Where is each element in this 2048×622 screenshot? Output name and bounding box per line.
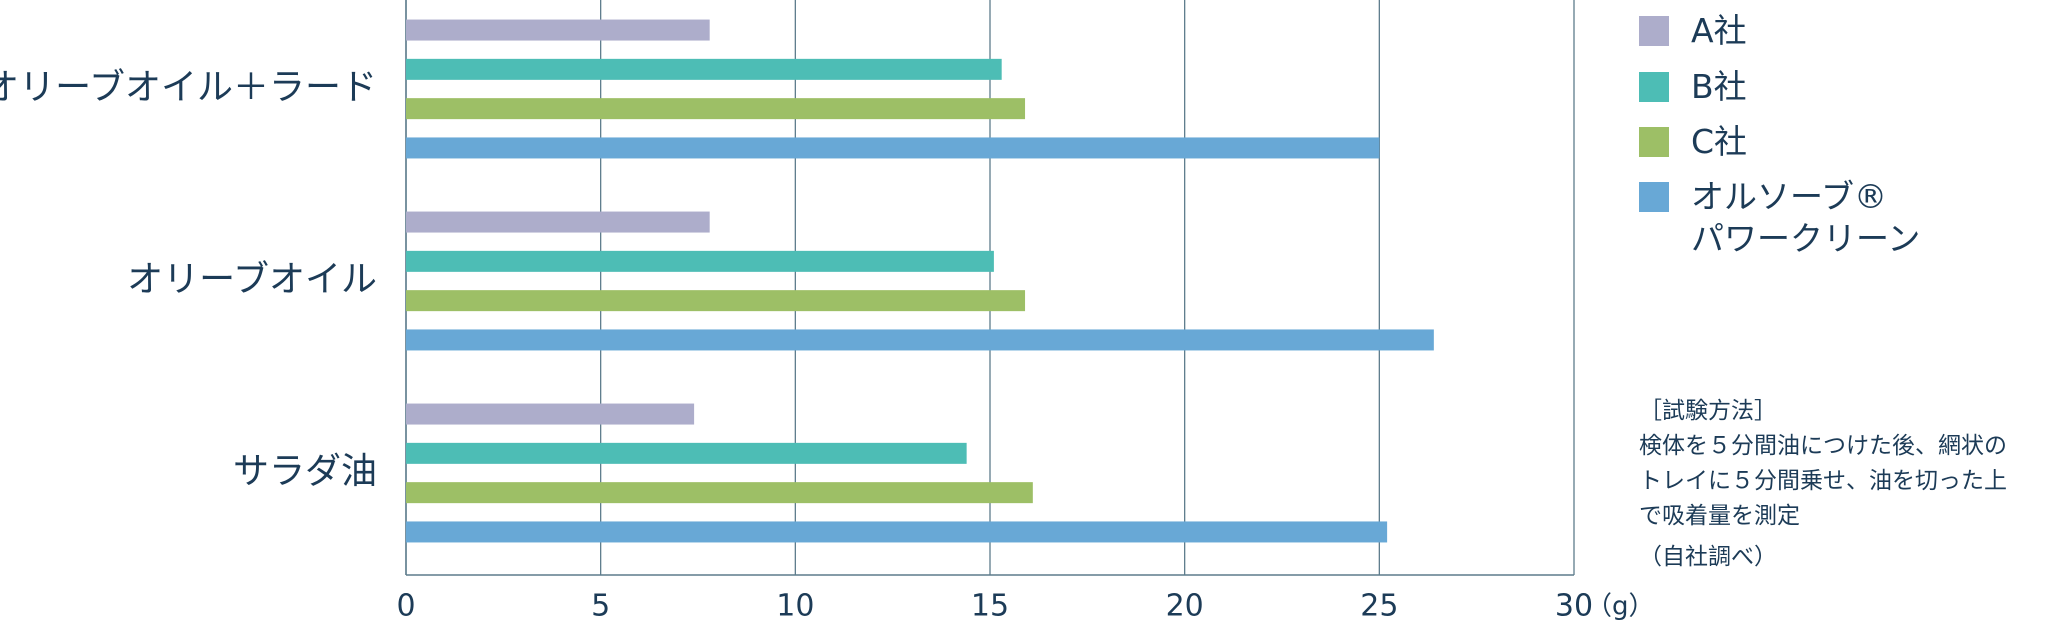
legend-swatch (1639, 127, 1669, 157)
x-unit: （g） (1586, 592, 1655, 622)
bar (406, 290, 1026, 312)
x-tick-label: 15 (971, 589, 1009, 622)
x-tick-label: 20 (1166, 589, 1204, 622)
y-tick-label: サラダ油 (233, 451, 377, 492)
note-source: （自社調べ） (1639, 544, 1777, 570)
bar (406, 521, 1388, 543)
x-tick-label: 0 (396, 589, 415, 622)
x-tick-label: 10 (776, 589, 814, 622)
legend-label: C社 (1691, 122, 1748, 161)
note: ［試験方法］ 検体を５分間油につけた後、網状の トレイに５分間乗せ、油を切った上… (1639, 394, 2007, 575)
bar (406, 403, 695, 425)
bar (406, 19, 710, 41)
note-line: トレイに５分間乗せ、油を切った上 (1639, 468, 2007, 494)
bar (406, 211, 710, 233)
bar (406, 442, 967, 464)
x-tick-label: 30 (1555, 589, 1593, 622)
y-tick-label: オリーブオイル＋ラード (0, 67, 377, 108)
bar (406, 137, 1380, 159)
legend-label: オルソーブ® パワークリーン (1691, 177, 1921, 258)
legend-swatch (1639, 72, 1669, 102)
note-title: ［試験方法］ (1639, 398, 1777, 424)
x-tick-label: 25 (1360, 589, 1398, 622)
legend-swatch (1639, 16, 1669, 46)
note-line: 検体を５分間油につけた後、網状の (1639, 433, 2007, 459)
y-tick-label: オリーブオイル (127, 259, 377, 300)
legend-label: B社 (1691, 67, 1747, 106)
bar (406, 329, 1434, 351)
note-line: で吸着量を測定 (1639, 503, 1800, 529)
legend-swatch (1639, 182, 1669, 212)
bar (406, 98, 1026, 120)
bar (406, 58, 1002, 80)
x-tick-label: 5 (591, 589, 610, 622)
legend-label: A社 (1691, 11, 1747, 50)
bar (406, 482, 1033, 504)
bar (406, 250, 994, 272)
